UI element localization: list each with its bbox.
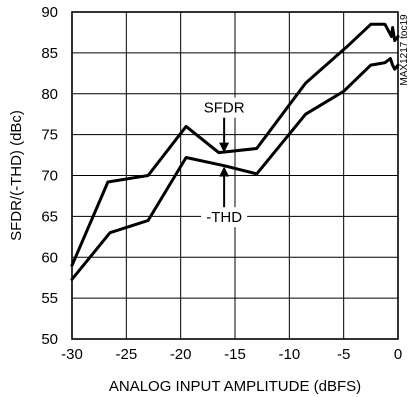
- x-tick-labels: -30 -25 -20 -15 -10 -5 0: [61, 346, 402, 363]
- x-tick-label: -20: [170, 346, 192, 363]
- y-axis-title: SFDR/(-THD) (dBc): [8, 110, 25, 241]
- annotation-label-bg: [201, 97, 248, 118]
- y-tick-label: 55: [41, 290, 58, 307]
- annotation-label: -THD: [206, 209, 242, 226]
- y-tick-label: 60: [41, 249, 58, 266]
- series-line-thd: [70, 57, 400, 281]
- annotation-arrow-head: [219, 142, 230, 153]
- x-tick-label: -10: [278, 346, 300, 363]
- x-tick-label: -30: [61, 346, 83, 363]
- y-tick-labels: 50 55 60 65 70 75 80 85 90: [41, 4, 58, 348]
- x-axis-title: ANALOG INPUT AMPLITUDE (dBFS): [109, 378, 361, 395]
- y-tick-label: 90: [41, 4, 58, 21]
- y-tick-label: 70: [41, 168, 58, 185]
- y-tick-label: 50: [41, 331, 58, 348]
- series-line-sfdr: [70, 22, 400, 267]
- grid: [72, 12, 398, 339]
- annotation-arrow-head: [219, 166, 230, 177]
- x-tick-label: -25: [115, 346, 137, 363]
- y-tick-label: 80: [41, 86, 58, 103]
- annotations: SFDR -THD: [201, 97, 248, 228]
- annotation-label-bg: [201, 207, 248, 228]
- x-tick-label: -15: [224, 346, 246, 363]
- y-tick-label: 75: [41, 127, 58, 144]
- x-tick-label: -5: [337, 346, 350, 363]
- y-tick-label: 85: [41, 45, 58, 62]
- series-lines: [70, 22, 400, 281]
- y-tick-label: 65: [41, 208, 58, 225]
- figure-id-label: MAX1217 toc19: [399, 14, 410, 86]
- annotation-label: SFDR: [204, 100, 245, 117]
- x-tick-label: 0: [394, 346, 402, 363]
